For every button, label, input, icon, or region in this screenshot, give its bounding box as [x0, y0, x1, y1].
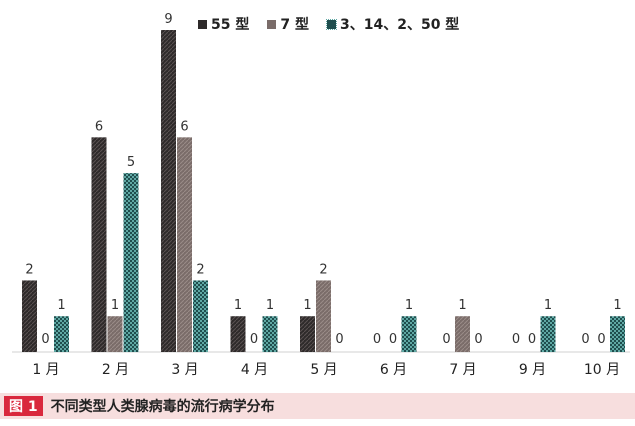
x-tick-label-6: 6 月 — [380, 362, 407, 378]
bar-series-1-1 — [22, 280, 37, 352]
figure-number-badge: 图 1 — [4, 396, 43, 416]
bar-series-3-2 — [123, 173, 139, 352]
bar-series-1-3 — [161, 30, 176, 352]
value-label-series-3-5: 0 — [335, 332, 343, 347]
bar-series-3-9 — [610, 316, 625, 352]
legend-label-series-2: 7 型 — [280, 17, 309, 33]
value-label-series-2-8: 0 — [528, 332, 536, 347]
x-tick-label-9: 10 月 — [584, 362, 620, 378]
x-tick-label-8: 9 月 — [519, 362, 546, 378]
x-tick-label-4: 4 月 — [241, 362, 268, 378]
value-label-series-2-2: 1 — [111, 298, 119, 313]
bar-series-1-5 — [300, 316, 315, 352]
value-label-series-1-5: 1 — [303, 298, 311, 313]
x-tick-labels-layer: 1 月 2 月 3 月 4 月 5 月 6 月 7 月 9 月 10 月 — [32, 362, 620, 378]
bar-series-1-4 — [230, 316, 246, 352]
value-label-series-1-8: 0 — [512, 332, 520, 347]
bar-series-2-5 — [316, 280, 331, 352]
bar-series-2-7 — [455, 316, 470, 352]
legend-swatch-series-3 — [325, 18, 337, 30]
value-label-series-2-4: 0 — [250, 332, 258, 347]
value-label-series-1-7: 0 — [442, 332, 450, 347]
chart-legend: 55 型 7 型 3、14、2、50 型 — [198, 14, 459, 34]
bar-series-1-2 — [91, 137, 107, 352]
value-label-series-3-1: 1 — [57, 298, 65, 313]
value-label-series-1-4: 1 — [234, 298, 242, 313]
legend-item-series-3: 3、14、2、50 型 — [325, 14, 460, 34]
figure-caption-text: 不同类型人类腺病毒的流行病学分布 — [50, 399, 275, 415]
value-label-series-2-9: 0 — [597, 332, 605, 347]
value-label-series-2-6: 0 — [389, 332, 397, 347]
bars-layer — [22, 30, 625, 352]
bar-series-2-2 — [107, 316, 123, 352]
value-label-series-2-7: 1 — [458, 298, 466, 313]
legend-label-series-1: 55 型 — [211, 17, 250, 33]
bar-series-3-3 — [193, 280, 208, 352]
value-label-series-2-1: 0 — [41, 332, 49, 347]
legend-label-series-3: 3、14、2、50 型 — [339, 17, 460, 33]
value-label-series-1-1: 2 — [25, 262, 33, 277]
value-label-series-3-9: 1 — [613, 298, 621, 313]
value-label-series-2-3: 6 — [180, 119, 188, 134]
value-label-series-1-2: 6 — [95, 119, 103, 134]
x-tick-label-7: 7 月 — [449, 362, 476, 378]
x-tick-label-1: 1 月 — [32, 362, 59, 378]
bar-series-2-3 — [177, 137, 192, 352]
value-label-series-3-7: 0 — [474, 332, 482, 347]
value-label-series-2-5: 2 — [319, 262, 327, 277]
legend-item-series-2: 7 型 — [267, 14, 309, 34]
x-tick-label-2: 2 月 — [102, 362, 129, 378]
x-tick-label-3: 3 月 — [171, 362, 198, 378]
value-label-series-1-3: 9 — [164, 12, 172, 27]
value-label-series-3-2: 5 — [127, 155, 135, 170]
bar-series-3-8 — [540, 316, 556, 352]
value-label-series-3-8: 1 — [544, 298, 552, 313]
value-label-series-1-6: 0 — [373, 332, 381, 347]
bar-series-3-6 — [401, 316, 417, 352]
value-label-series-1-9: 0 — [581, 332, 589, 347]
value-label-series-3-6: 1 — [405, 298, 413, 313]
legend-swatch-series-2 — [267, 19, 277, 29]
bar-series-3-1 — [54, 316, 69, 352]
legend-item-series-1: 55 型 — [198, 14, 249, 34]
bar-series-3-4 — [262, 316, 278, 352]
x-tick-label-5: 5 月 — [310, 362, 337, 378]
legend-swatch-series-1 — [198, 19, 207, 29]
figure-caption: 图 1 不同类型人类腺病毒的流行病学分布 — [0, 393, 635, 419]
value-label-series-3-3: 2 — [196, 262, 204, 277]
value-label-series-3-4: 1 — [266, 298, 274, 313]
